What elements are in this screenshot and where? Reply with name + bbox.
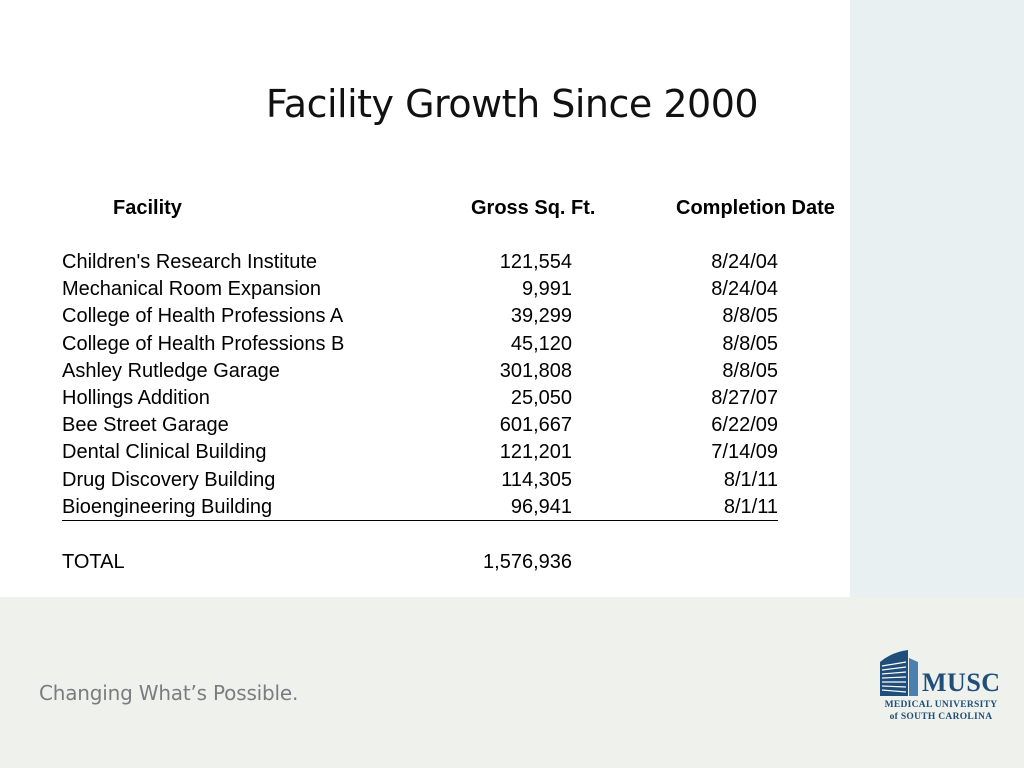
gross-sqft-value: 96,941 — [510, 495, 572, 518]
gross-sqft-value: 121,554 — [499, 251, 572, 273]
facility-name: Dental Clinical Building — [62, 441, 267, 464]
table-row: Hollings Addition 25,050 8/27/07 — [62, 387, 778, 413]
slide-title: Facility Growth Since 2000 — [265, 82, 759, 126]
facility-name: Mechanical Room Expansion — [62, 278, 322, 301]
table-row: Bee Street Garage 601,667 6/22/09 — [62, 414, 778, 440]
total-sqft: 1,576,936 — [483, 551, 572, 573]
table-row: College of Health Professions B 45,120 8/8… — [62, 333, 778, 359]
logo-line1: MEDICAL UNIVERSITY — [884, 700, 998, 710]
gross-sqft-value: 9,991 — [521, 278, 572, 301]
logo-line2: of SOUTH CAROLINA — [889, 712, 993, 722]
tagline: Changing What’s Possible. — [39, 681, 299, 705]
gross-sqft-value: 114,305 — [501, 468, 572, 491]
completion-date-value: 8/27/07 — [711, 387, 778, 409]
table-row: Mechanical Room Expansion 9,991 8/24/04 — [62, 278, 778, 304]
building-logo-icon — [880, 650, 918, 696]
facility-name: College of Health Professions B — [62, 332, 345, 355]
table-row: Ashley Rutledge Garage 301,808 8/8/05 — [62, 360, 778, 386]
musc-logo: MUSC MEDICAL UNIVERSITY of SOUTH CAROLIN… — [878, 646, 1004, 726]
facility-name: Bee Street Garage — [62, 414, 229, 437]
logo-name: MUSC — [922, 668, 1001, 697]
completion-date-value: 8/8/05 — [722, 332, 778, 355]
completion-date-value: 8/24/04 — [711, 251, 778, 273]
table-row: Children's Research Institute 121,554 8/24… — [62, 251, 778, 277]
gross-sqft-value: 121,201 — [499, 441, 572, 464]
facility-name: College of Health Professions A — [62, 305, 344, 328]
completion-date-value: 7/14/09 — [711, 441, 778, 464]
gross-sqft-value: 25,050 — [510, 387, 572, 409]
completion-date-value: 8/8/05 — [722, 359, 778, 382]
header-facility: Facility — [113, 197, 182, 219]
table-row: Dental Clinical Building 121,201 7/14/09 — [62, 441, 778, 467]
completion-date-value: 8/1/11 — [723, 468, 778, 491]
total-row: TOTAL 1,576,936 — [62, 551, 778, 577]
gross-sqft-value: 45,120 — [510, 332, 572, 355]
facility-name: Drug Discovery Building — [62, 468, 276, 491]
completion-date-value: 6/22/09 — [711, 414, 778, 437]
table-row: Drug Discovery Building 114,305 8/1/11 — [62, 469, 778, 495]
facility-name: Ashley Rutledge Garage — [62, 359, 280, 382]
table-row: Bioengineering Building 96,941 8/1/11 — [62, 496, 778, 521]
total-label: TOTAL — [62, 551, 125, 573]
facility-name: Children's Research Institute — [62, 251, 318, 273]
gross-sqft-value: 39,299 — [510, 305, 572, 328]
header-completion-date: Completion Date — [676, 197, 835, 219]
completion-date-value: 8/1/11 — [723, 495, 778, 518]
facility-name: Bioengineering Building — [62, 495, 273, 518]
completion-date-value: 8/24/04 — [711, 278, 778, 301]
header-gross-sqft: Gross Sq. Ft. — [471, 197, 596, 219]
footer-band — [0, 597, 1024, 768]
facility-name: Hollings Addition — [62, 387, 210, 409]
gross-sqft-value: 301,808 — [499, 359, 572, 382]
completion-date-value: 8/8/05 — [722, 305, 778, 328]
table-row: College of Health Professions A 39,299 8/8… — [62, 305, 778, 331]
gross-sqft-value: 601,667 — [499, 414, 572, 437]
